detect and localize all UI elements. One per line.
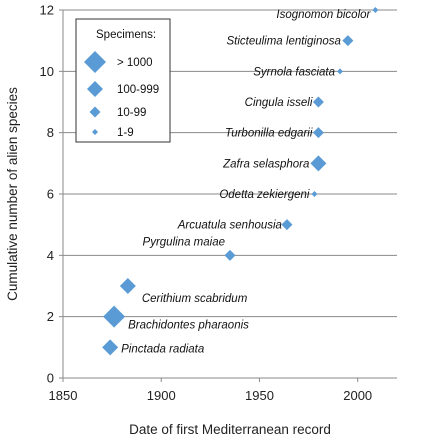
- x-tick-label: 1900: [147, 388, 176, 403]
- data-point: [102, 339, 119, 356]
- data-point: [342, 35, 354, 47]
- species-label: Brachidontes pharaonis: [128, 320, 249, 332]
- species-label: Pyrgulina maiae: [143, 236, 225, 248]
- data-point: [103, 305, 126, 328]
- species-label: Cerithium scabridum: [142, 293, 248, 305]
- legend-title: Specimens:: [96, 29, 156, 41]
- y-tick-label: 2: [47, 309, 54, 324]
- species-label: Zafra selasphora: [222, 158, 309, 170]
- data-point: [337, 68, 344, 75]
- y-tick-label: 10: [40, 64, 54, 79]
- data-point: [312, 96, 324, 108]
- species-label: Isognomon bicolor: [276, 9, 371, 21]
- x-axis-label: Date of first Mediterranean record: [129, 422, 331, 437]
- y-tick-label: 0: [47, 371, 54, 386]
- legend-marker: [84, 51, 106, 73]
- species-label: Syrnola fasciata: [253, 66, 335, 78]
- legend-entry-label: > 1000: [117, 57, 153, 69]
- data-point: [281, 219, 293, 231]
- species-label: Cingula isseli: [245, 97, 313, 109]
- legend-entry-label: 10-99: [117, 107, 146, 119]
- y-tick-label: 8: [47, 125, 54, 140]
- legend-marker: [92, 129, 98, 135]
- species-label: Odetta zekiergeni: [219, 189, 310, 201]
- axes: [59, 9, 397, 382]
- species-label: Turbonilla edgarii: [225, 128, 313, 140]
- y-tick-label: 6: [47, 187, 54, 202]
- species-label: Sticteulima lentiginosa: [226, 36, 340, 48]
- x-tick-label: 1950: [245, 388, 274, 403]
- data-point: [311, 191, 318, 197]
- y-tick-label: 12: [40, 3, 54, 18]
- y-axis-label: Cumulative number of alien species: [5, 87, 20, 301]
- legend-marker: [89, 106, 101, 118]
- species-label: Pinctada radiata: [121, 343, 204, 355]
- data-point: [310, 155, 327, 172]
- data-point: [312, 127, 324, 139]
- legend-entry-label: 100-999: [117, 84, 159, 96]
- data-point: [372, 7, 379, 13]
- legend-box: [75, 18, 171, 143]
- data-points: [102, 7, 379, 356]
- x-tick-label: 2000: [343, 388, 372, 403]
- species-label: Arcuatula senhousia: [177, 220, 282, 232]
- y-tick-label: 4: [47, 248, 54, 263]
- data-point: [119, 278, 136, 294]
- tick-labels: 0 2 4 6 8 10 12 1850 1900 1950 2000: [40, 3, 373, 404]
- data-point: [224, 249, 236, 261]
- x-tick-label: 1850: [49, 388, 78, 403]
- legend-marker: [87, 81, 103, 97]
- legend-entry-label: 1-9: [117, 127, 134, 139]
- species-labels: Pinctada radiata Brachidontes pharaonis Ce…: [121, 9, 371, 355]
- legend: Specimens: > 1000 100-999 10-99 1-9: [75, 18, 171, 143]
